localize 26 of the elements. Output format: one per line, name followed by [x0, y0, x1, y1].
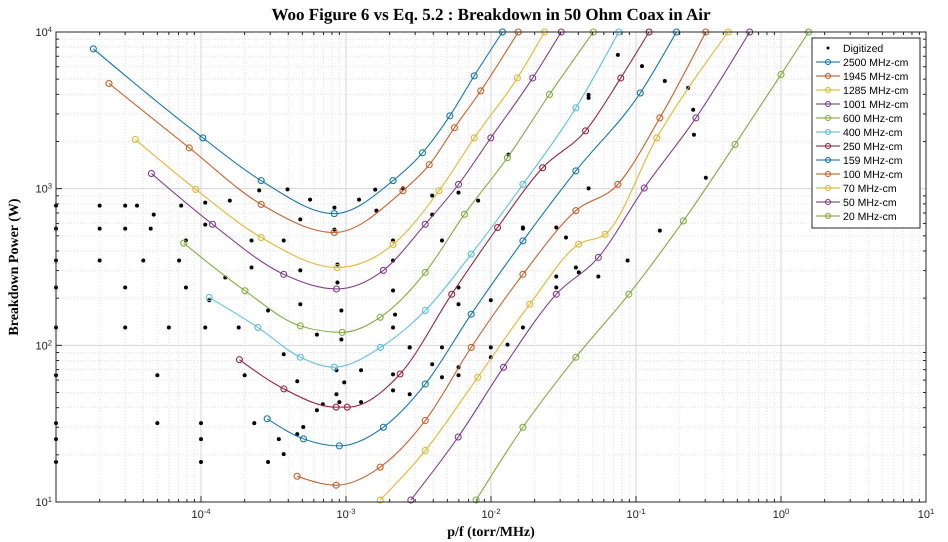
legend-label: 70 MHz-cm: [843, 183, 897, 195]
legend-label: 159 MHz-cm: [843, 155, 903, 167]
legend-label: 1001 MHz-cm: [843, 99, 909, 111]
y-axis-title: Breakdown Power (W): [7, 198, 22, 336]
legend-label: 400 MHz-cm: [843, 127, 903, 139]
legend-label: 1945 MHz-cm: [843, 71, 909, 83]
legend-label: 2500 MHz-cm: [843, 57, 909, 69]
legend-label: 600 MHz-cm: [843, 113, 903, 125]
legend-label: 1285 MHz-cm: [843, 85, 909, 97]
x-tick-label: 10$^{-4}$: [191, 506, 212, 521]
y-tick-label: 10$^{3}$: [35, 181, 52, 196]
chart-title: Woo Figure 6 vs Eq. 5.2 : Breakdown in 50 Ohm Coax in Air: [271, 5, 711, 24]
x-tick-label: 10$^{-2}$: [481, 506, 501, 521]
legend-label: Digitized: [843, 43, 884, 55]
y-tick-label: 10$^{1}$: [35, 494, 52, 509]
legend-label: 100 MHz-cm: [843, 169, 903, 181]
x-tick-label: 10$^{-3}$: [336, 506, 356, 521]
legend-label: 20 MHz-cm: [843, 211, 897, 223]
x-tick-label: 10$^{0}$: [772, 506, 790, 521]
x-axis-title: p/f (torr/MHz): [447, 525, 536, 540]
legend-label: 250 MHz-cm: [843, 141, 903, 153]
legend-label: 50 MHz-cm: [843, 197, 897, 209]
y-tick-label: 10$^{4}$: [35, 24, 53, 39]
x-tick-label: 10$^{-1}$: [626, 506, 646, 521]
y-tick-label: 10$^{2}$: [35, 338, 52, 352]
x-tick-label: 10$^{1}$: [918, 506, 934, 521]
